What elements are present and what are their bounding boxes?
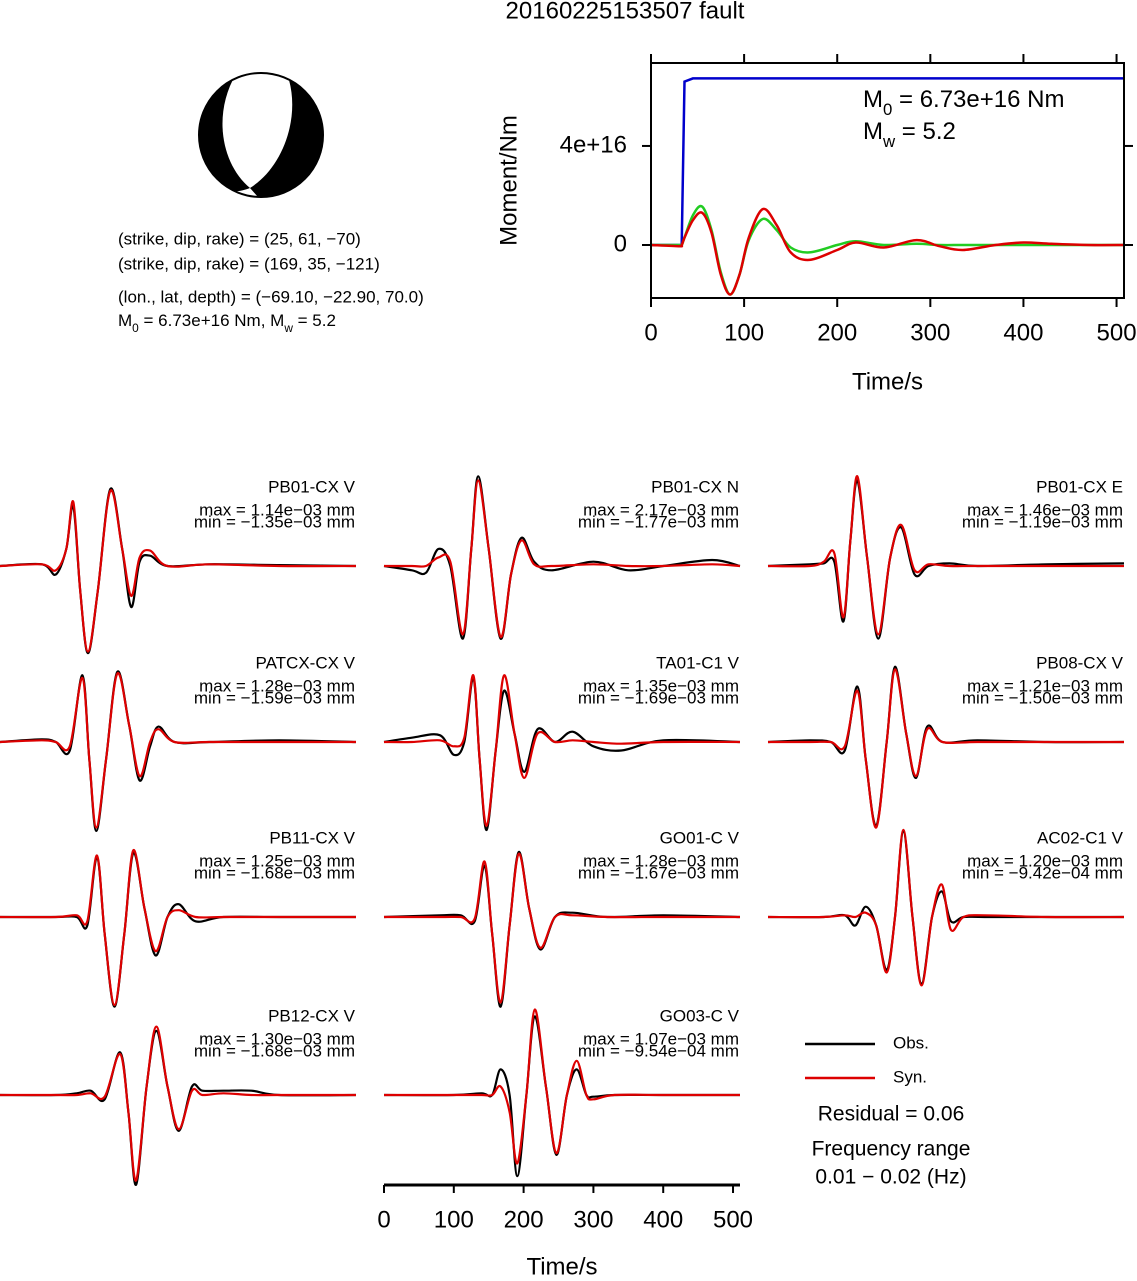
x-tick-label: 300 [573, 1206, 613, 1233]
text-part: = 5.2 [293, 311, 336, 330]
mechanism-line: (lon., lat, depth) = (−69.10, −22.90, 70… [118, 287, 424, 306]
beachball [198, 70, 324, 198]
legend-label: Obs. [893, 1033, 929, 1052]
min-label: min = −1.50e−03 mm [962, 688, 1123, 707]
min-label: min = −1.67e−03 mm [578, 863, 739, 882]
waveform [383, 479, 741, 639]
x-tick-label: 500 [713, 1206, 753, 1233]
min-label: min = −1.68e−03 mm [194, 863, 355, 882]
max-label: max = 1.35e−03 mm [583, 676, 739, 695]
max-label: max = 1.21e−03 mm [967, 676, 1123, 695]
waveform [0, 1025, 356, 1182]
min-label: min = −1.19e−03 mm [962, 512, 1123, 531]
x-tick-label: 100 [434, 1206, 474, 1233]
mechanism-line: (strike, dip, rake) = (169, 35, −121) [118, 254, 380, 273]
beachball-outline [198, 72, 324, 198]
station-label: TA01-C1 V [656, 653, 739, 672]
text-part: M [863, 118, 883, 145]
x-tick-label: 0 [644, 319, 657, 346]
waveform [767, 475, 1124, 636]
min-label: min = −1.77e−03 mm [578, 512, 739, 531]
text-part: M [118, 311, 132, 330]
waveform [0, 849, 356, 1007]
subscript: w [882, 132, 896, 151]
station-label: AC02-C1 V [1037, 828, 1124, 847]
x-tick-label: 400 [643, 1206, 683, 1233]
station-label: PB01-CX N [651, 477, 739, 496]
legend-label: Syn. [893, 1067, 927, 1086]
max-label: max = 1.25e−03 mm [199, 851, 355, 870]
text-part: = 6.73e+16 Nm [892, 86, 1064, 113]
waveform [383, 676, 741, 832]
x-tick-label: 200 [504, 1206, 544, 1233]
max-label: max = 1.28e−03 mm [583, 851, 739, 870]
station-label: PB01-CX V [268, 477, 356, 496]
max-label: max = 1.14e−03 mm [199, 500, 355, 519]
waveform [767, 828, 1125, 987]
max-label: max = 1.20e−03 mm [967, 851, 1123, 870]
station-label: GO01-C V [660, 828, 740, 847]
station-label: PB08-CX V [1036, 653, 1124, 672]
x-axis-title: Time/s [852, 368, 923, 395]
x-tick-label: 400 [1003, 319, 1043, 346]
min-label: min = −1.69e−03 mm [578, 688, 739, 707]
waveform [383, 1008, 740, 1165]
moment-annotation: M0 = 6.73e+16 Nm [863, 86, 1064, 119]
max-label: max = 1.30e−03 mm [199, 1029, 355, 1048]
moment-curve [651, 77, 1124, 247]
y-tick-label: 4e+16 [560, 131, 627, 158]
min-label: min = −9.42e−04 mm [962, 863, 1123, 882]
beachball-dilatation [228, 188, 258, 197]
waveform [0, 672, 356, 829]
y-tick-label: 0 [614, 230, 627, 257]
min-label: min = −9.54e−04 mm [578, 1041, 739, 1060]
max-label: max = 1.46e−03 mm [967, 500, 1123, 519]
x-tick-label: 500 [1097, 319, 1137, 346]
waveform [767, 668, 1124, 829]
max-label: max = 2.17e−03 mm [583, 500, 739, 519]
min-label: min = −1.68e−03 mm [194, 1041, 355, 1060]
x-tick-label: 300 [910, 319, 950, 346]
station-label: GO03-C V [660, 1006, 740, 1025]
text-part: = 6.73e+16 Nm, M [139, 311, 285, 330]
x-axis-title: Time/s [526, 1253, 597, 1280]
moment-annotation: Mw = 5.2 [863, 118, 956, 151]
subscript: 0 [132, 321, 139, 335]
y-axis-title: Moment/Nm [495, 115, 522, 246]
fit-annotation: Residual = 0.06 [818, 1103, 965, 1126]
beachball-dilatation [222, 70, 293, 188]
text-part: = 5.2 [895, 118, 956, 145]
station-label: PB01-CX E [1036, 477, 1123, 496]
plot-frame [650, 62, 1125, 299]
station-label: PATCX-CX V [256, 653, 356, 672]
waveform [767, 479, 1125, 640]
x-tick-label: 0 [377, 1206, 390, 1233]
fit-annotation: Frequency range [812, 1138, 971, 1161]
station-label: PB12-CX V [268, 1006, 356, 1025]
x-tick-label: 100 [724, 319, 764, 346]
station-label: PB11-CX V [269, 828, 355, 847]
max-label: max = 1.07e−03 mm [583, 1029, 739, 1048]
moment-line: M0 = 6.73e+16 Nm, Mw = 5.2 [118, 311, 336, 335]
moment-curve [650, 207, 1125, 296]
subscript: 0 [883, 100, 892, 119]
max-label: max = 1.28e−03 mm [199, 676, 355, 695]
mechanism-line: (strike, dip, rake) = (25, 61, −70) [118, 229, 361, 248]
waveform [0, 489, 357, 653]
fit-annotation: 0.01 − 0.02 (Hz) [815, 1166, 966, 1189]
min-label: min = −1.35e−03 mm [194, 512, 355, 531]
waveform [383, 674, 741, 827]
text-part: M [863, 86, 883, 113]
min-label: min = −1.59e−03 mm [194, 688, 355, 707]
waveform [384, 852, 740, 1004]
figure-title: 20160225153507 fault [506, 0, 745, 24]
x-tick-label: 200 [817, 319, 857, 346]
subscript: w [283, 321, 293, 335]
